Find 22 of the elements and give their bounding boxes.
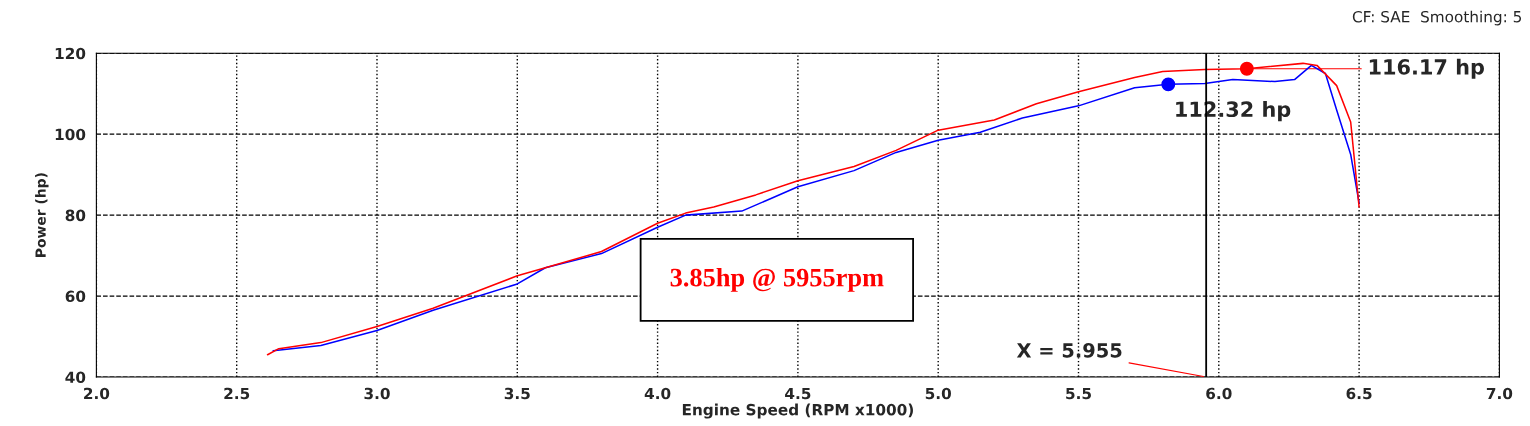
annotation: 3.85hp @ 5955rpm — [670, 267, 884, 292]
x-tick-label: 6.0 — [1206, 387, 1232, 400]
annotation: 116.17 hp — [1369, 58, 1484, 79]
x-tick-label: 4.5 — [785, 387, 811, 400]
x-tick-label: 3.0 — [364, 387, 390, 400]
ref-line-label: X = 5.955 — [1016, 342, 1122, 358]
x-axis-title: Engine Speed (RPM x1000) — [682, 403, 913, 419]
y-tick-label: 60 — [65, 290, 86, 303]
y-tick-label: 100 — [55, 128, 86, 141]
text: CF: SAE Smoothing: 5 — [1352, 10, 1522, 26]
x-tick-label: 5.0 — [925, 387, 951, 400]
x-tick-label: 7.0 — [1486, 387, 1513, 400]
x-tick-label: 4.0 — [644, 387, 671, 400]
x-tick-label: 2.0 — [84, 387, 110, 400]
x-tick-label: 5.5 — [1066, 387, 1091, 400]
y-tick-label: 120 — [55, 47, 86, 60]
y-tick-label: 40 — [65, 371, 86, 384]
x-tick-label: 3.5 — [504, 387, 530, 400]
x-tick-label: 2.5 — [224, 387, 250, 400]
x-tick-label: 6.5 — [1346, 387, 1372, 400]
y-axis-title: Power (hp) — [35, 173, 49, 257]
y-tick-label: 80 — [65, 209, 86, 222]
